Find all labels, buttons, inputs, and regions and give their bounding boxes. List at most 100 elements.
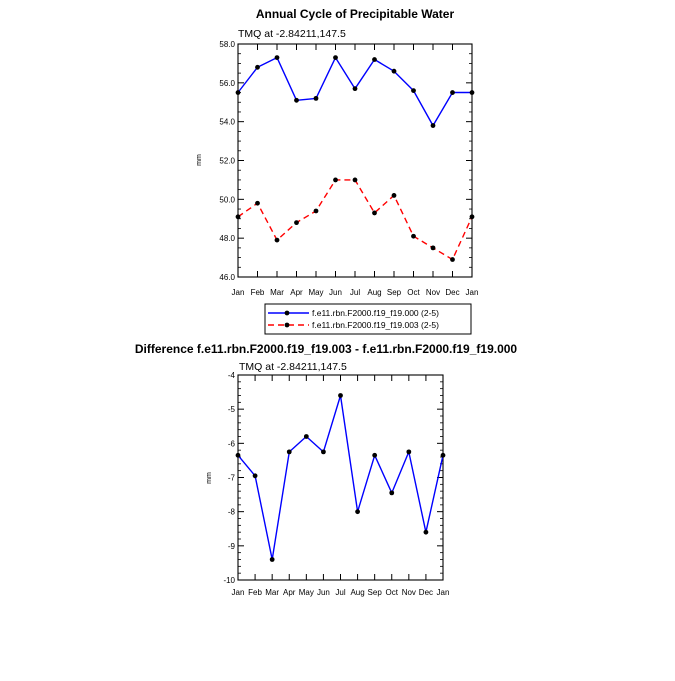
chart1-data-point (450, 90, 455, 95)
chart1-subtitle: TMQ at -2.84211,147.5 (238, 28, 346, 40)
chart2-xtick-label: Jul (335, 588, 345, 597)
chart1-data-point (235, 214, 241, 220)
chart2-data-point (389, 490, 395, 496)
chart1-data-point (333, 55, 338, 60)
chart2-xtick-label: Nov (402, 588, 416, 597)
chart1-xtick-label: Jan (232, 288, 245, 297)
legend-entry: f.e11.rbn.F2000.f19_f19.003 (2-5) (312, 320, 439, 330)
chart2-data-point (440, 452, 446, 458)
chart1-frame (237, 43, 473, 278)
chart1-xtick-label: Jan (466, 288, 479, 297)
chart1-xtick-label: Jul (350, 288, 360, 297)
chart2-data-point (235, 452, 241, 458)
legend-box (264, 303, 472, 335)
chart1-ylabel: mm (196, 154, 203, 166)
chart1-data-point (274, 55, 280, 60)
chart1-xtick-label: Dec (445, 288, 459, 297)
chart1-xtick-label: Nov (426, 288, 440, 297)
chart1-data-point (372, 57, 377, 62)
chart1-ytick-label: 56.0 (219, 79, 235, 88)
chart1-series-line (237, 56, 472, 127)
chart1-data-point (430, 123, 436, 128)
chart1-data-point (313, 208, 319, 214)
chart2-subtitle: TMQ at -2.84211,147.5 (239, 361, 347, 373)
chart1-data-point (469, 90, 475, 95)
chart1-data-point (352, 86, 358, 92)
chart1-xtick-label: May (308, 288, 323, 297)
chart1-data-point (411, 233, 416, 239)
chart1-ytick-label: 50.0 (219, 195, 235, 204)
chart1-ytick-label: 54.0 (219, 118, 235, 127)
chart1-data-point (469, 214, 475, 220)
chart2-ylabel: mm (206, 472, 213, 484)
chart2-ytick-label: -9 (228, 542, 236, 551)
chart2-xtick-label: Aug (350, 588, 364, 597)
chart1-data-point (294, 220, 299, 226)
chart2-xtick-label: Sep (368, 588, 383, 597)
chart1-xtick-label: Feb (251, 288, 265, 297)
chart1-data-point (294, 97, 299, 103)
chart1-xtick-label: Jun (329, 288, 342, 297)
chart1-data-point (255, 64, 260, 70)
chart2-xtick-label: Feb (248, 588, 262, 597)
chart2-data-point (372, 452, 378, 458)
chart2-frame (237, 374, 444, 581)
chart1-xtick-label: Mar (270, 288, 284, 297)
legend-entry: f.e11.rbn.F2000.f19_f19.000 (2-5) (312, 308, 439, 318)
chart1-xtick-label: Sep (387, 288, 402, 297)
chart1-data-point (372, 210, 377, 216)
chart1-data-point (430, 245, 436, 251)
chart2-xtick-label: Apr (283, 588, 296, 597)
chart1-ytick-label: 58.0 (219, 40, 235, 49)
chart1-plot: 46.0 48.0 50.0 52.0 54.0 56.0 58.0 Jan Feb Mar Apr… (219, 40, 478, 297)
chart1-ytick-label: 52.0 (219, 157, 235, 166)
chart1-xtick-label: Oct (407, 288, 420, 297)
chart2-title: Difference f.e11.rbn.F2000.f19_f19.003 -… (135, 342, 518, 356)
chart1-data-point (391, 193, 397, 198)
chart2-xtick-label: Mar (265, 588, 279, 597)
chart2-data-point (286, 449, 292, 455)
chart2-data-point (423, 529, 429, 535)
chart1-ytick-label: 48.0 (219, 234, 235, 243)
chart2-xtick-label: Jun (317, 588, 330, 597)
chart1-data-point (391, 68, 397, 74)
chart2-data-point (338, 393, 343, 398)
chart1-data-point (274, 237, 280, 243)
chart2-xtick-label: May (299, 588, 314, 597)
chart2-ytick-label: -10 (223, 576, 235, 585)
chart1-title: Annual Cycle of Precipitable Water (256, 7, 455, 21)
chart1-data-point (411, 88, 416, 93)
chart2-data-point (355, 509, 360, 515)
legend-marker (284, 310, 290, 316)
chart2-ytick-label: -6 (228, 439, 236, 448)
chart1-data-point (313, 95, 319, 101)
chart2-xtick-label: Jan (437, 588, 450, 597)
chart1-data-point (450, 257, 455, 262)
chart2-xtick-label: Dec (419, 588, 433, 597)
legend-marker (284, 322, 290, 328)
chart2-data-point (269, 557, 275, 562)
chart1-data-point (235, 90, 241, 95)
chart2-data-point (406, 449, 412, 455)
chart2-ytick-label: -8 (228, 508, 236, 517)
chart2-data-point (303, 434, 309, 439)
chart2-series-line (237, 394, 444, 561)
chart2-xtick-label: Jan (232, 588, 245, 597)
chart1-data-point (333, 177, 338, 183)
chart1-xtick-label: Aug (367, 288, 381, 297)
chart1-series-line (237, 179, 473, 261)
chart2-ytick-label: -5 (228, 405, 236, 414)
chart2-ytick-label: -7 (228, 474, 236, 483)
chart2-xtick-label: Oct (386, 588, 399, 597)
chart1-legend: f.e11.rbn.F2000.f19_f19.000 (2-5) f.e11.r… (264, 303, 472, 335)
chart1-xtick-label: Apr (290, 288, 303, 297)
chart2-ytick-label: -4 (228, 371, 236, 380)
chart2-data-point (321, 449, 326, 455)
chart1-data-point (352, 177, 358, 183)
chart2-data-point (252, 473, 258, 479)
chart1-ytick-label: 46.0 (219, 273, 235, 282)
chart1-data-point (255, 200, 260, 206)
